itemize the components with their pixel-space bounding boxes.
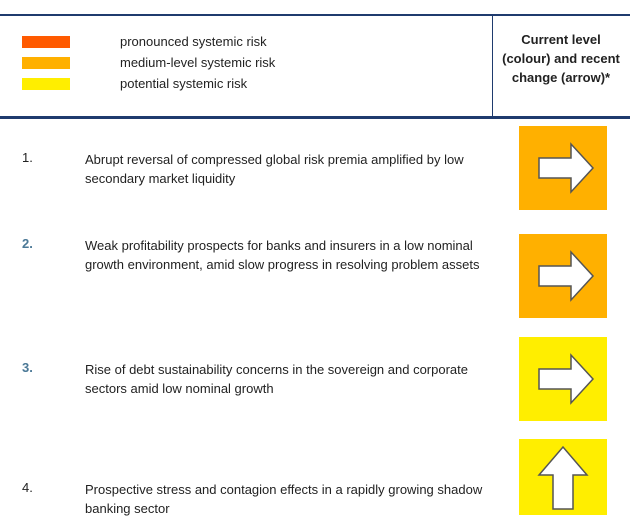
row-number: 4.: [22, 480, 33, 495]
arrow-icon: [538, 353, 595, 405]
arrow-icon: [538, 142, 595, 194]
row-number: 1.: [22, 150, 33, 165]
risk-level-box: [519, 234, 607, 318]
arrow: [538, 353, 595, 405]
legend-swatch: [22, 36, 70, 48]
row-number: 3.: [22, 360, 33, 375]
legend-label: medium-level systemic risk: [120, 55, 276, 70]
row-text: Abrupt reversal of compressed global ris…: [85, 152, 464, 186]
header-title: Current level (colour) and recent change…: [502, 32, 620, 85]
top-rule: [0, 14, 630, 16]
legend-swatch: [22, 78, 70, 90]
risk-level-box: [519, 439, 607, 515]
legend-swatch: [22, 57, 70, 69]
arrow: [538, 250, 595, 302]
row-text: Prospective stress and contagion effects…: [85, 482, 483, 516]
risk-level-box: [519, 126, 607, 210]
arrow-icon: [537, 445, 589, 510]
legend-label: potential systemic risk: [120, 76, 248, 91]
row-text: Rise of debt sustainability concerns in …: [85, 362, 468, 396]
arrow: [537, 445, 589, 510]
divider: [492, 14, 493, 118]
arrow: [538, 142, 595, 194]
risk-level-box: [519, 337, 607, 421]
legend-label: pronounced systemic risk: [120, 34, 267, 49]
header-rule: [0, 116, 630, 119]
arrow-icon: [538, 250, 595, 302]
row-number: 2.: [22, 236, 33, 251]
row-text: Weak profitability prospects for banks a…: [85, 238, 480, 272]
